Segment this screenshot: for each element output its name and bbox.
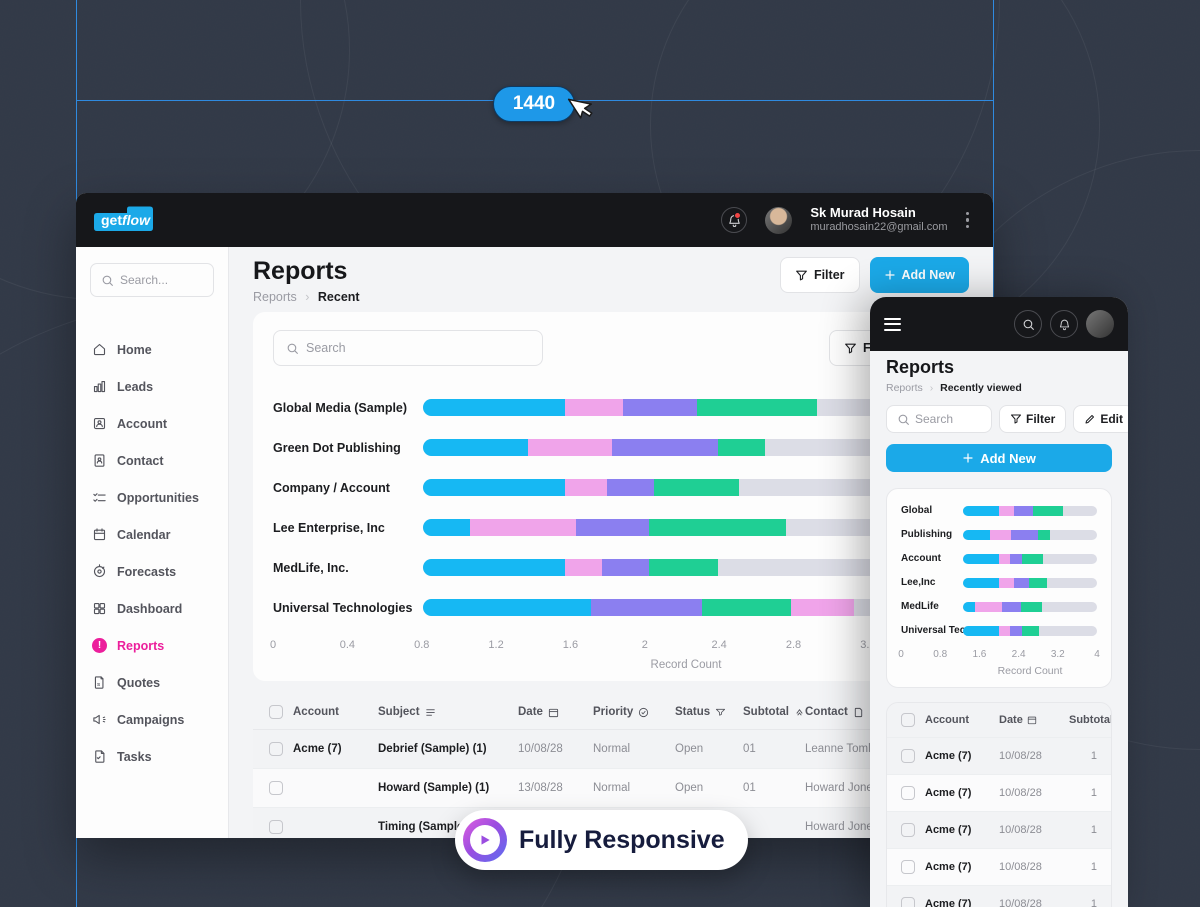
svg-text:S: S — [97, 682, 100, 687]
